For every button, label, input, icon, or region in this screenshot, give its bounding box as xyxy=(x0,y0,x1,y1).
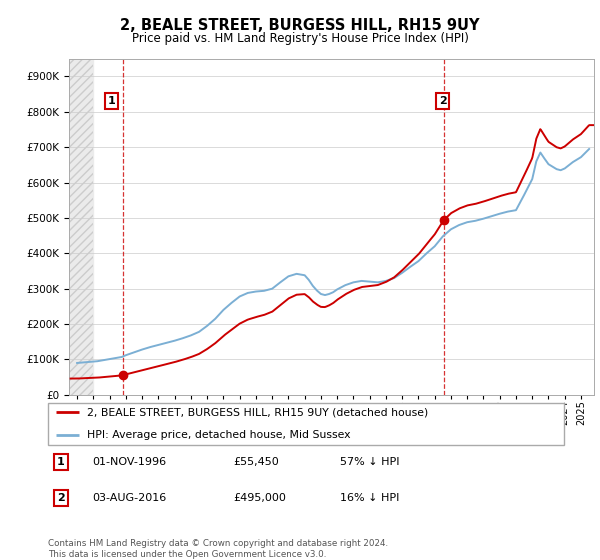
Text: £495,000: £495,000 xyxy=(234,493,287,503)
Text: 2: 2 xyxy=(57,493,65,503)
Text: 01-NOV-1996: 01-NOV-1996 xyxy=(92,457,166,467)
FancyBboxPatch shape xyxy=(48,403,564,445)
Text: HPI: Average price, detached house, Mid Sussex: HPI: Average price, detached house, Mid … xyxy=(86,430,350,440)
Text: 2, BEALE STREET, BURGESS HILL, RH15 9UY (detached house): 2, BEALE STREET, BURGESS HILL, RH15 9UY … xyxy=(86,407,428,417)
Text: 1: 1 xyxy=(107,96,115,106)
Text: £55,450: £55,450 xyxy=(234,457,280,467)
Text: 03-AUG-2016: 03-AUG-2016 xyxy=(92,493,166,503)
Text: 16% ↓ HPI: 16% ↓ HPI xyxy=(340,493,399,503)
Bar xyxy=(69,59,94,395)
Text: 1: 1 xyxy=(57,457,65,467)
Text: 2: 2 xyxy=(439,96,447,106)
Text: 2, BEALE STREET, BURGESS HILL, RH15 9UY: 2, BEALE STREET, BURGESS HILL, RH15 9UY xyxy=(120,18,480,33)
Text: Price paid vs. HM Land Registry's House Price Index (HPI): Price paid vs. HM Land Registry's House … xyxy=(131,32,469,45)
Text: Contains HM Land Registry data © Crown copyright and database right 2024.
This d: Contains HM Land Registry data © Crown c… xyxy=(48,539,388,559)
Bar xyxy=(69,59,94,395)
Text: 57% ↓ HPI: 57% ↓ HPI xyxy=(340,457,399,467)
